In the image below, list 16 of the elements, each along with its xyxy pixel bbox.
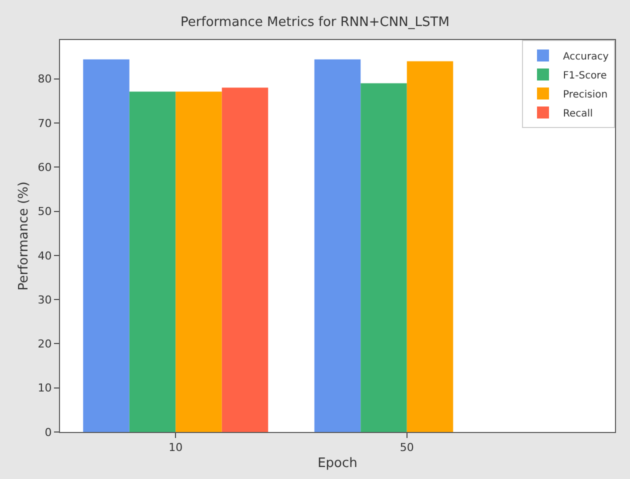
y-tick-label: 70	[38, 116, 52, 130]
legend-label: Precision	[563, 89, 608, 100]
chart-title: Performance Metrics for RNN+CNN_LSTM	[180, 14, 450, 30]
y-tick-label: 20	[38, 338, 52, 351]
y-tick-label: 30	[38, 293, 52, 306]
y-tick-label: 10	[38, 382, 52, 395]
y-tick-label: 40	[38, 249, 52, 262]
legend-label: Accuracy	[563, 51, 609, 62]
legend-label: Recall	[563, 108, 593, 120]
y-tick-label: 80	[38, 72, 52, 86]
y-axis-title: Performance (%)	[16, 181, 32, 291]
y-tick-label: 50	[38, 205, 52, 218]
x-axis-title: Epoch	[318, 456, 358, 471]
legend-label: F1-Score	[563, 70, 607, 82]
y-tick-label: 60	[38, 160, 52, 174]
y-tick-label: 0	[44, 426, 52, 439]
